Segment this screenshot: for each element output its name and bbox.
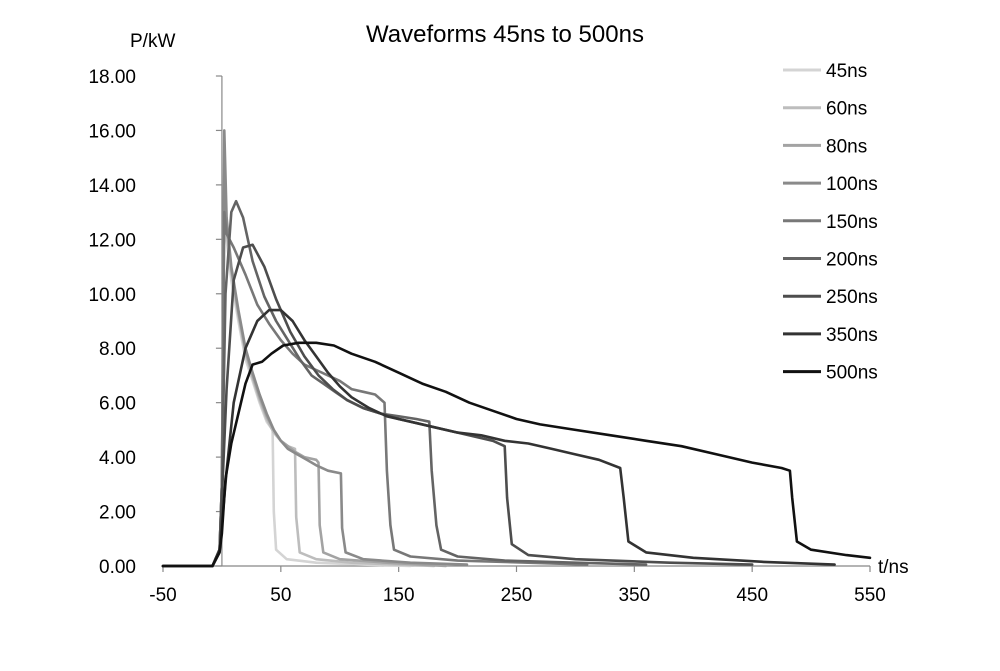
- series-layer: [161, 129, 872, 568]
- x-tick-label: -50: [149, 585, 176, 606]
- series-line-500ns: [161, 341, 872, 568]
- legend-label: 45ns: [826, 61, 867, 82]
- y-tick-label: 18.00: [88, 67, 136, 88]
- x-tick-label: 450: [736, 585, 768, 606]
- legend-item: 150ns: [783, 212, 878, 233]
- series-line-350ns: [161, 308, 836, 568]
- y-tick-label: 16.00: [88, 121, 136, 142]
- y-tick-label: 6.00: [99, 394, 136, 415]
- series-line-250ns: [161, 243, 754, 568]
- y-tick-label: 2.00: [99, 503, 136, 524]
- legend-item: 100ns: [783, 174, 878, 195]
- legend: 45ns 60ns 80ns 100ns 150ns 200ns 250ns 350ns 500…: [783, 61, 878, 384]
- series-line-45ns: [161, 197, 412, 568]
- legend-label: 500ns: [826, 363, 878, 384]
- y-axis-label: P/kW: [130, 31, 175, 52]
- series-line-100ns: [161, 129, 469, 568]
- legend-label: 150ns: [826, 212, 878, 233]
- legend-item: 200ns: [783, 250, 878, 271]
- legend-item: 350ns: [783, 325, 878, 346]
- legend-label: 60ns: [826, 99, 867, 120]
- legend-label: 350ns: [826, 325, 878, 346]
- y-tick-label: 14.00: [88, 176, 136, 197]
- chart-title: Waveforms 45ns to 500ns: [366, 21, 644, 48]
- series-line-150ns: [161, 210, 589, 568]
- x-tick-label: 350: [618, 585, 650, 606]
- legend-label: 100ns: [826, 174, 878, 195]
- series-line-80ns: [161, 170, 448, 568]
- legend-item: 80ns: [783, 136, 867, 157]
- y-tick-label: 12.00: [88, 230, 136, 251]
- x-tick-label: 250: [501, 585, 533, 606]
- x-tick-label: 50: [270, 585, 291, 606]
- x-tick-label: 550: [854, 585, 886, 606]
- legend-item: 250ns: [783, 287, 878, 308]
- series-line-60ns: [161, 183, 436, 568]
- y-tick-label: 0.00: [99, 557, 136, 578]
- legend-item: 60ns: [783, 99, 867, 120]
- y-tick-label: 8.00: [99, 339, 136, 360]
- legend-item: 45ns: [783, 61, 867, 82]
- series-line-200ns: [161, 199, 648, 568]
- legend-label: 250ns: [826, 287, 878, 308]
- legend-label: 200ns: [826, 250, 878, 271]
- x-tick-label: 150: [383, 585, 415, 606]
- y-tick-label: 4.00: [99, 448, 136, 469]
- legend-item: 500ns: [783, 363, 878, 384]
- x-axis-label: t/ns: [878, 557, 909, 578]
- axes: 0.00 2.00 4.00 6.00 8.00 10.00 12.00 14.00 16.00…: [88, 67, 885, 606]
- legend-label: 80ns: [826, 136, 867, 157]
- y-tick-label: 10.00: [88, 285, 136, 306]
